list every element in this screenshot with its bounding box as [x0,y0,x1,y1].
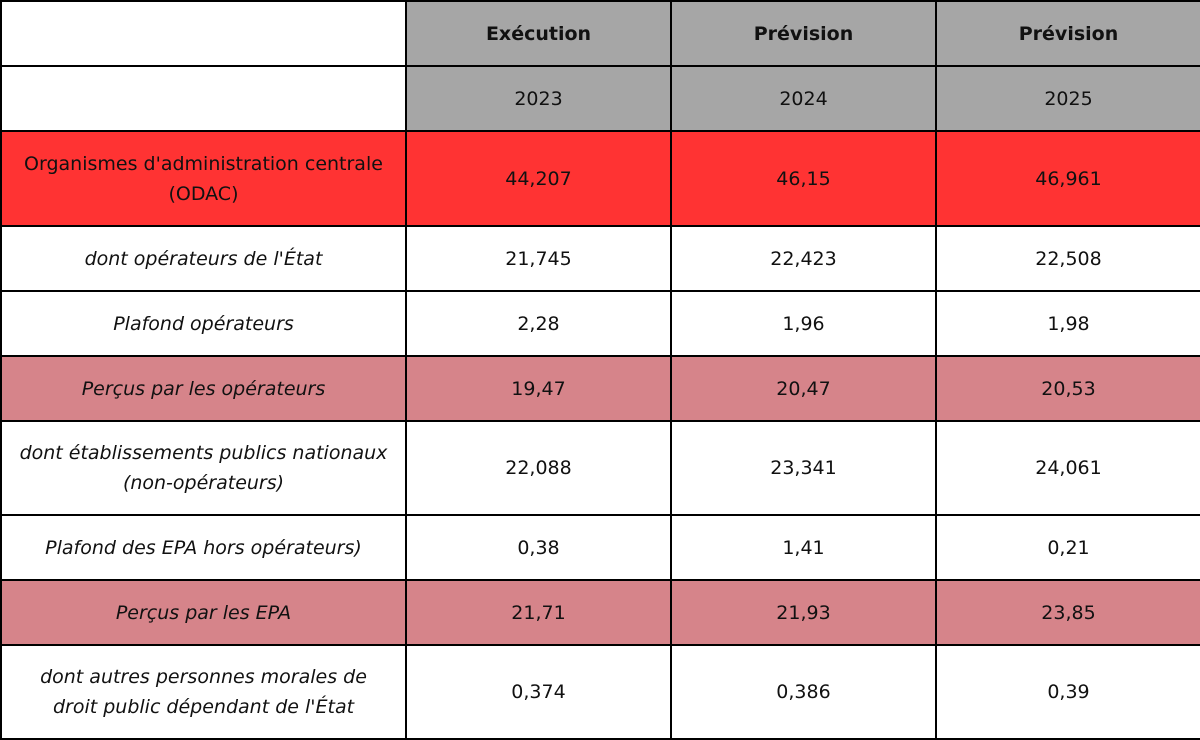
row-value-2025: 23,85 [935,579,1200,646]
table-row-autres-personnes: dont autres personnes morales de droit p… [0,644,1200,740]
row-value-2023: 21,71 [405,579,672,646]
row-label: Perçus par les EPA [0,579,407,646]
row-label: Perçus par les opérateurs [0,355,407,422]
table-row-plafond-operateurs: Plafond opérateurs 2,28 1,96 1,98 [0,290,1200,357]
row-value-2025: 0,21 [935,514,1200,581]
row-value-2025: 46,961 [935,130,1200,227]
row-label: Plafond des EPA hors opérateurs) [0,514,407,581]
header-year-2023: 2023 [405,65,672,132]
row-value-2025: 1,98 [935,290,1200,357]
row-label: dont établissements publics nationaux (n… [0,420,407,516]
table-row-percus-operateurs: Perçus par les opérateurs 19,47 20,47 20… [0,355,1200,422]
row-value-2025: 22,508 [935,225,1200,292]
header-corner-cell [0,0,407,67]
row-value-2023: 0,38 [405,514,672,581]
row-value-2024: 1,41 [670,514,937,581]
table-row-odac: Organismes d'administration centrale (OD… [0,130,1200,227]
row-value-2023: 44,207 [405,130,672,227]
row-value-2023: 21,745 [405,225,672,292]
table-row-epn: dont établissements publics nationaux (n… [0,420,1200,516]
row-value-2024: 0,386 [670,644,937,740]
row-label: Organismes d'administration centrale (OD… [0,130,407,227]
table-row-operateurs: dont opérateurs de l'État 21,745 22,423 … [0,225,1200,292]
row-value-2023: 22,088 [405,420,672,516]
row-label: dont opérateurs de l'État [0,225,407,292]
row-value-2025: 0,39 [935,644,1200,740]
table-row-plafond-epa: Plafond des EPA hors opérateurs) 0,38 1,… [0,514,1200,581]
row-value-2024: 22,423 [670,225,937,292]
table-row-percus-epa: Perçus par les EPA 21,71 21,93 23,85 [0,579,1200,646]
header-row-years: 2023 2024 2025 [0,65,1200,132]
row-label: dont autres personnes morales de droit p… [0,644,407,740]
row-value-2023: 19,47 [405,355,672,422]
header-row-labels: Exécution Prévision Prévision [0,0,1200,67]
row-value-2023: 0,374 [405,644,672,740]
header-col-2023-type: Exécution [405,0,672,67]
row-value-2024: 46,15 [670,130,937,227]
header-col-2025-type: Prévision [935,0,1200,67]
row-value-2025: 24,061 [935,420,1200,516]
row-value-2024: 20,47 [670,355,937,422]
header-year-2024: 2024 [670,65,937,132]
row-value-2024: 1,96 [670,290,937,357]
header-year-2025: 2025 [935,65,1200,132]
row-value-2023: 2,28 [405,290,672,357]
row-label: Plafond opérateurs [0,290,407,357]
header-col-2024-type: Prévision [670,0,937,67]
row-value-2024: 23,341 [670,420,937,516]
row-value-2025: 20,53 [935,355,1200,422]
header-corner-cell-2 [0,65,407,132]
row-value-2024: 21,93 [670,579,937,646]
